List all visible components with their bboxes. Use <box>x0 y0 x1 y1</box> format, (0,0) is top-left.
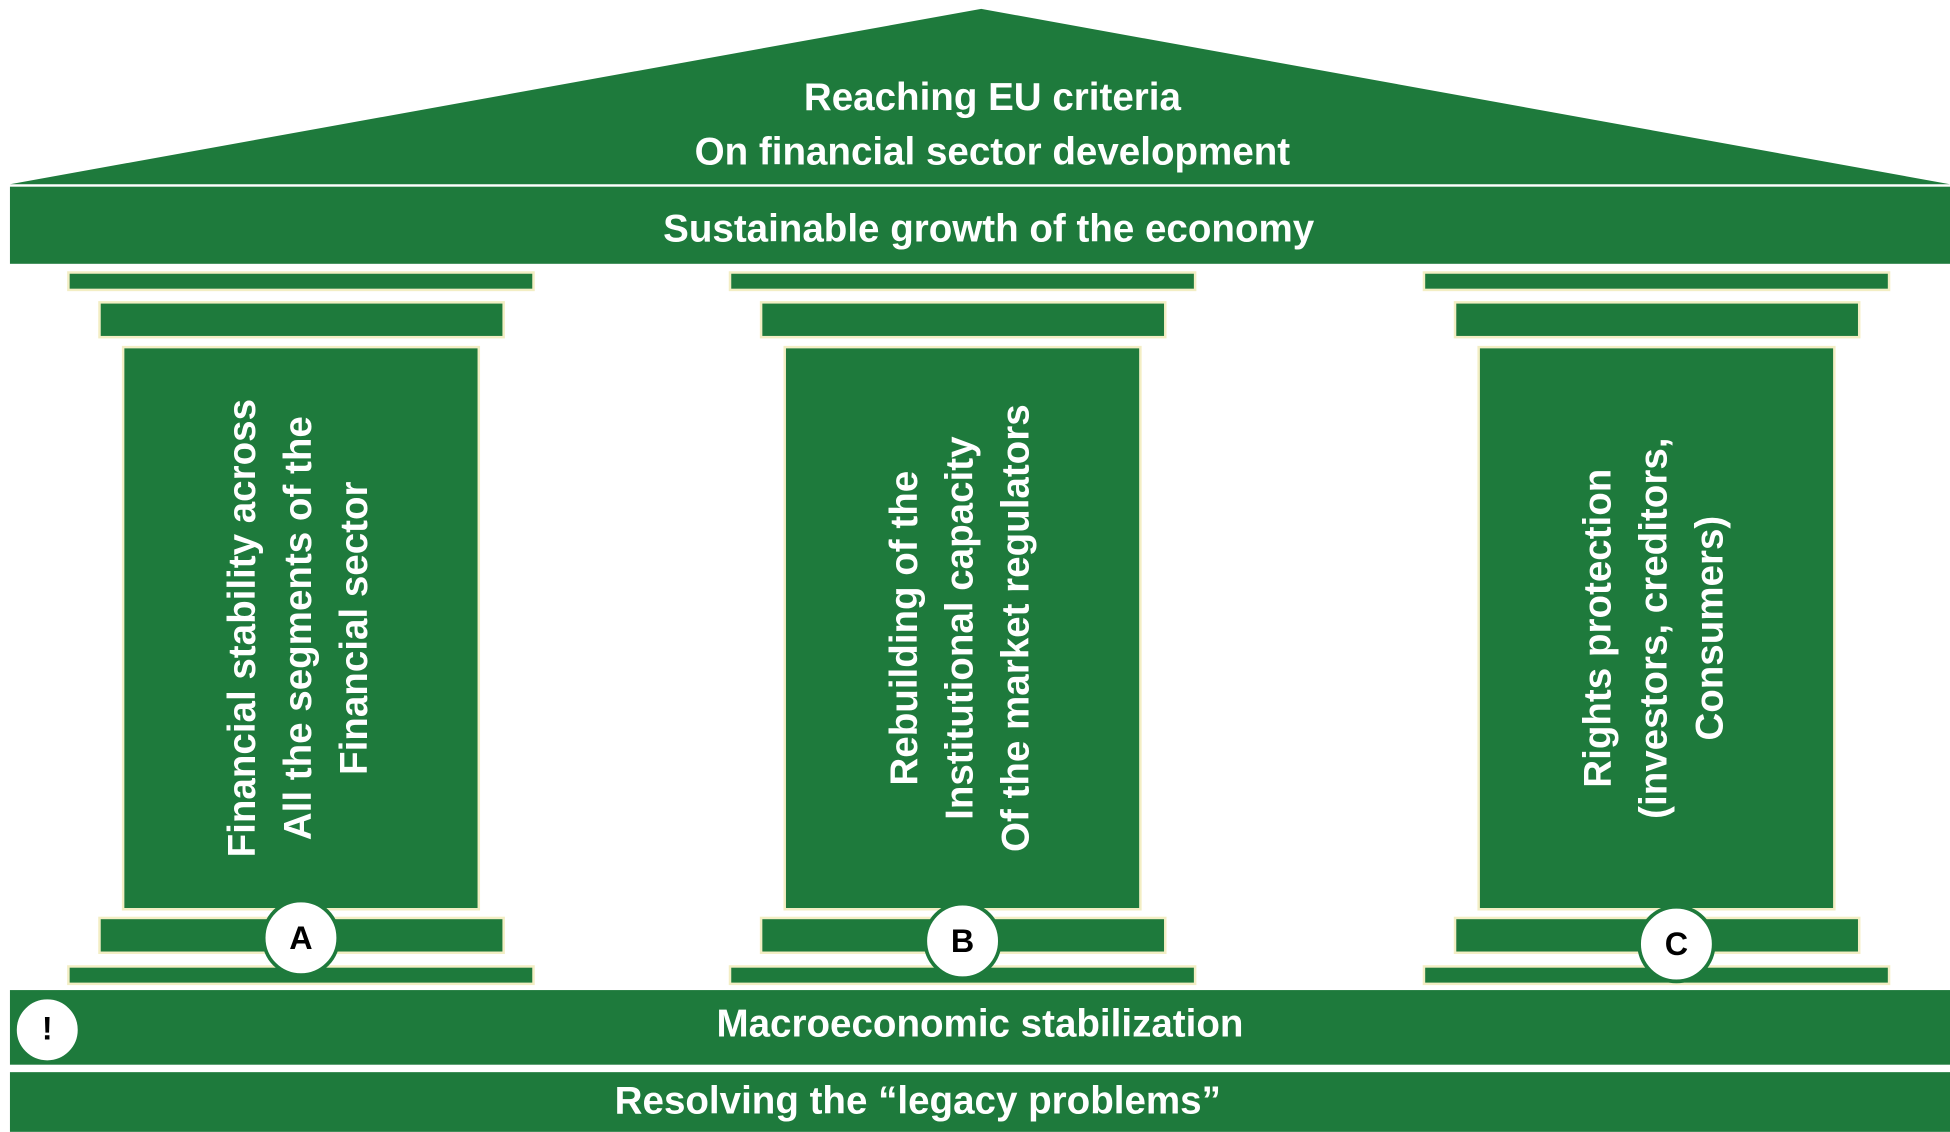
pillar-text: Of the market regulators <box>995 404 1038 852</box>
shaft <box>1477 345 1836 911</box>
pillar-badge-text: C <box>1665 926 1688 962</box>
capital <box>98 301 505 339</box>
beam <box>9 186 1950 264</box>
roof <box>9 8 1950 185</box>
pillar-badge <box>1637 904 1716 984</box>
pillar-text: (investors, creditors, <box>1633 438 1676 819</box>
pillar-badge-text: B <box>951 923 974 959</box>
macro-bar <box>9 990 1950 1065</box>
pillars: Financial stability across All the segmen… <box>67 271 1891 986</box>
pillar-text: Rights protection <box>1577 469 1620 788</box>
pillar-badge-text: A <box>289 920 312 956</box>
pillar-text: Rebuilding of the <box>883 471 926 786</box>
pillar-text: Consumers) <box>1689 516 1732 741</box>
beam-text: Sustainable growth of the economy <box>663 208 1315 251</box>
alert-badge-text: ! <box>42 1011 53 1047</box>
shaft <box>121 345 481 911</box>
capital-top <box>1422 271 1891 292</box>
roof-line: Reaching EU criteria <box>804 76 1182 119</box>
pillar-text: Institutional capacity <box>939 436 982 820</box>
legacy-text: Resolving the “legacy problems” <box>615 1079 1221 1122</box>
capital-top <box>728 271 1197 292</box>
capital <box>759 301 1167 339</box>
alert-badge <box>13 995 82 1065</box>
legacy-bar <box>9 1072 1950 1132</box>
pillar-text: Financial sector <box>333 481 376 775</box>
macro-text: Macroeconomic stabilization <box>717 1002 1244 1045</box>
pillar-text: Financial stability across <box>221 399 264 857</box>
roof-line: On financial sector development <box>695 131 1291 174</box>
pillar-badge <box>923 901 1002 981</box>
pillar-badge <box>261 898 341 978</box>
pillar-text: All the segments of the <box>277 416 320 840</box>
capital <box>1453 301 1861 339</box>
capital-top <box>67 271 535 292</box>
